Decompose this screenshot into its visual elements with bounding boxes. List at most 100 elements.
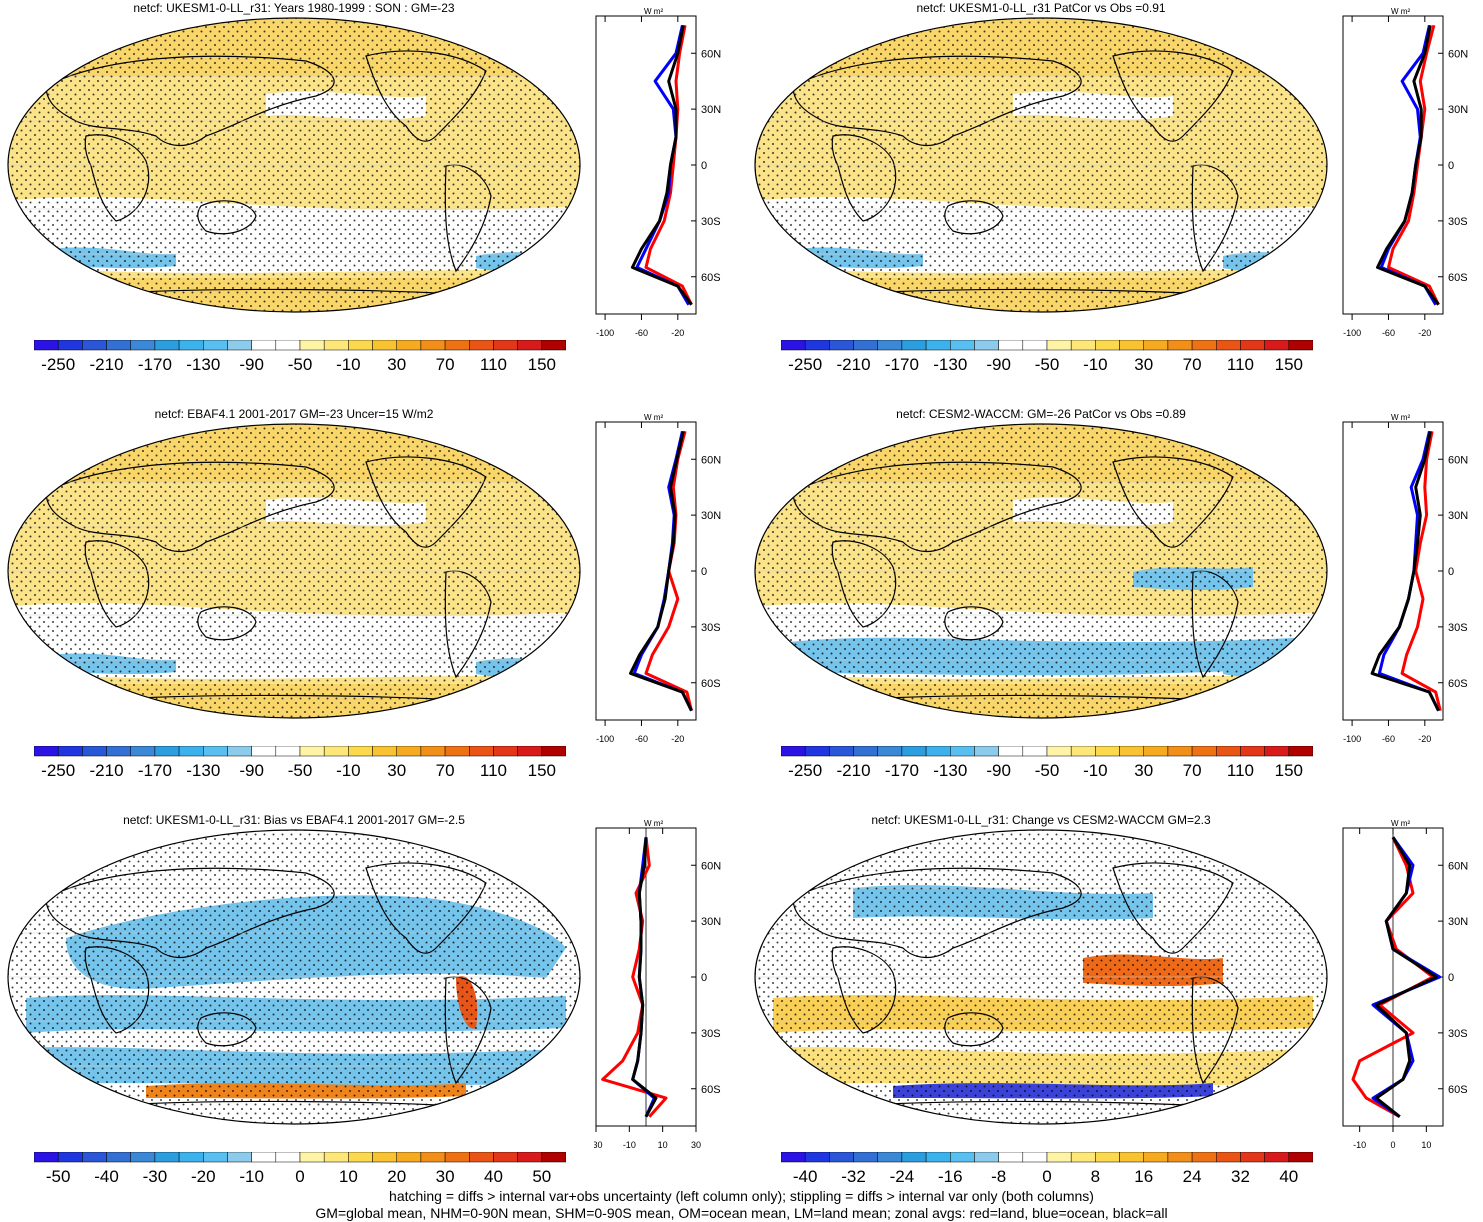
zonal-unit-label: W m²: [644, 7, 663, 16]
robinson-map: [754, 829, 1328, 1125]
colorbar-swatch: [1240, 1152, 1265, 1163]
colorbar-tick-label: -90: [239, 355, 264, 374]
colorbar-swatch: [154, 746, 180, 757]
colorbar-swatch: [1022, 1152, 1048, 1163]
x-tick-label: -100: [596, 734, 614, 744]
colorbar-swatch: [541, 340, 566, 351]
colorbar-swatch: [348, 340, 373, 351]
panel-title: netcf: UKESM1-0-LL_r31: Change vs CESM2-…: [871, 813, 1211, 827]
colorbar-swatch: [877, 746, 903, 757]
colorbar-swatch: [1022, 340, 1048, 351]
colorbar-swatch: [998, 340, 1024, 351]
zonal-unit-label: W m²: [644, 819, 663, 828]
lat-tick-label: 30N: [1448, 104, 1468, 116]
colorbar-swatch: [1046, 340, 1072, 351]
colorbar-swatch: [804, 340, 830, 351]
zonal-series-ocean: [632, 430, 693, 712]
colorbar-swatch: [1143, 340, 1169, 351]
colorbar-swatch: [804, 746, 830, 757]
colorbar-swatch: [227, 340, 252, 351]
colorbar-swatch: [396, 340, 422, 351]
colorbar-tick-label: 70: [1183, 761, 1202, 780]
colorbar-swatch: [1216, 340, 1241, 351]
colorbar-swatch: [1216, 746, 1241, 757]
colorbar-tick-label: -40: [94, 1167, 119, 1186]
colorbar-swatch: [178, 746, 204, 757]
colorbar-tick-label: 30: [387, 761, 406, 780]
colorbar-swatch: [901, 1152, 927, 1163]
x-tick-label: -20: [1418, 734, 1431, 744]
colorbar-swatch: [203, 1152, 228, 1163]
zonal-series-ocean: [635, 24, 690, 306]
x-tick-label: -60: [635, 328, 648, 338]
colorbar-swatch: [829, 746, 854, 757]
colorbar-swatch: [444, 1152, 470, 1163]
colorbar: -250 -210 -170 -130 -90 -50 -10 30 70 110 150: [781, 340, 1313, 374]
x-tick-label: -60: [635, 734, 648, 744]
map-border: [7, 423, 581, 719]
panel-title: netcf: CESM2-WACCM: GM=-26 PatCor vs Obs…: [896, 407, 1186, 421]
zonal-series-all: [629, 430, 693, 712]
colorbar-swatch: [469, 1152, 494, 1163]
colorbar-swatch: [781, 340, 806, 351]
x-tick-label: -100: [1343, 328, 1361, 338]
colorbar-swatch: [420, 746, 446, 757]
colorbar-swatch: [493, 746, 518, 757]
colorbar-swatch: [57, 746, 83, 757]
colorbar-tick-label: -50: [288, 355, 313, 374]
colorbar: -50 -40 -30 -20 -10 0 10 20 30 40 50: [34, 1152, 566, 1186]
colorbar-swatch: [804, 1152, 830, 1163]
lat-tick-label: 0: [1448, 972, 1454, 984]
x-tick-label: -30: [594, 1140, 603, 1150]
colorbar-swatch: [1191, 1152, 1217, 1163]
colorbar-swatch: [950, 746, 975, 757]
zonal-series-land: [644, 430, 693, 712]
colorbar-swatch: [420, 340, 446, 351]
colorbar-swatch: [1167, 340, 1193, 351]
colorbar-swatch: [130, 746, 156, 757]
map-field: [755, 830, 1327, 1124]
robinson-map: [754, 423, 1328, 719]
colorbar-swatch: [57, 1152, 83, 1163]
colorbar-swatch: [1240, 746, 1265, 757]
colorbar-tick-label: -130: [186, 761, 220, 780]
zonal-series-all: [1374, 836, 1438, 1118]
colorbar-tick-label: -90: [986, 355, 1011, 374]
zonal-frame: [1342, 421, 1444, 721]
lat-tick-label: 30S: [1448, 216, 1468, 228]
x-tick-label: -60: [1382, 734, 1395, 744]
colorbar-swatch: [396, 746, 422, 757]
colorbar: -250 -210 -170 -130 -90 -50 -10 30 70 110 150: [34, 340, 566, 374]
colorbar-swatch: [275, 746, 301, 757]
colorbar-tick-label: -10: [336, 355, 361, 374]
colorbar-tick-label: -10: [336, 761, 361, 780]
colorbar-swatch: [1288, 340, 1313, 351]
colorbar-swatch: [299, 1152, 325, 1163]
colorbar-swatch: [1264, 1152, 1290, 1163]
stippling: [8, 830, 580, 1124]
panel-title: netcf: UKESM1-0-LL_r31: Years 1980-1999 …: [133, 1, 455, 15]
colorbar-swatch: [517, 1152, 543, 1163]
colorbar-tick-label: -50: [46, 1167, 71, 1186]
colorbar-swatch: [950, 340, 975, 351]
colorbar-swatch: [34, 1152, 59, 1163]
colorbar-swatch: [251, 340, 277, 351]
colorbar-swatch: [106, 340, 131, 351]
colorbar-swatch: [130, 340, 156, 351]
colorbar-swatch: [469, 340, 494, 351]
colorbar-swatch: [469, 746, 494, 757]
colorbar-swatch: [877, 1152, 903, 1163]
robinson-map: [7, 829, 581, 1125]
colorbar-swatch: [925, 1152, 951, 1163]
colorbar-swatch: [372, 746, 397, 757]
colorbar-tick-label: 150: [1275, 355, 1303, 374]
colorbar-tick-label: 150: [528, 355, 556, 374]
colorbar-tick-label: 150: [528, 761, 556, 780]
colorbar-swatch: [493, 1152, 518, 1163]
colorbar-swatch: [1070, 340, 1096, 351]
colorbar-tick-label: 70: [436, 761, 455, 780]
colorbar-tick-label: 40: [484, 1167, 503, 1186]
colorbar-swatch: [974, 340, 999, 351]
x-tick-label: 30: [691, 1140, 701, 1150]
zonal-series-land: [644, 25, 693, 306]
